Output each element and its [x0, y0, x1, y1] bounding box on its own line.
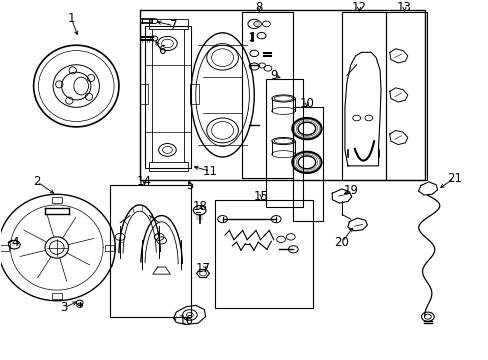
Text: 2: 2 — [34, 175, 41, 188]
Text: 19: 19 — [343, 184, 358, 197]
Bar — [104, 246, 114, 251]
Circle shape — [253, 21, 261, 27]
Bar — [293, 107, 322, 221]
Bar — [110, 185, 190, 317]
Text: 3: 3 — [61, 301, 68, 314]
Text: 10: 10 — [299, 97, 314, 110]
Text: 20: 20 — [334, 236, 349, 249]
Bar — [266, 79, 303, 207]
Text: 6: 6 — [158, 44, 165, 57]
Bar — [52, 293, 61, 299]
Text: 21: 21 — [446, 172, 461, 185]
Text: 14: 14 — [137, 175, 152, 188]
Text: 18: 18 — [192, 200, 206, 213]
Text: 17: 17 — [195, 262, 210, 275]
Bar — [149, 162, 188, 171]
Text: 9: 9 — [269, 69, 277, 82]
Text: 8: 8 — [255, 1, 262, 14]
Text: 16: 16 — [178, 315, 193, 328]
Text: 11: 11 — [203, 165, 218, 178]
Bar — [341, 12, 385, 180]
Bar — [140, 10, 424, 180]
Text: 7: 7 — [170, 19, 177, 32]
Bar — [144, 26, 190, 168]
Bar — [242, 12, 293, 178]
Text: 1: 1 — [67, 12, 75, 25]
Bar — [215, 199, 312, 308]
Bar — [0, 246, 9, 251]
Bar — [140, 84, 148, 104]
Text: 12: 12 — [351, 1, 366, 14]
Bar — [385, 12, 427, 180]
Bar — [52, 198, 61, 203]
Text: 15: 15 — [254, 190, 268, 203]
Text: 13: 13 — [396, 1, 411, 14]
Bar — [149, 19, 188, 29]
Bar — [189, 84, 198, 104]
Text: 4: 4 — [12, 236, 19, 249]
Text: 5: 5 — [186, 179, 193, 192]
